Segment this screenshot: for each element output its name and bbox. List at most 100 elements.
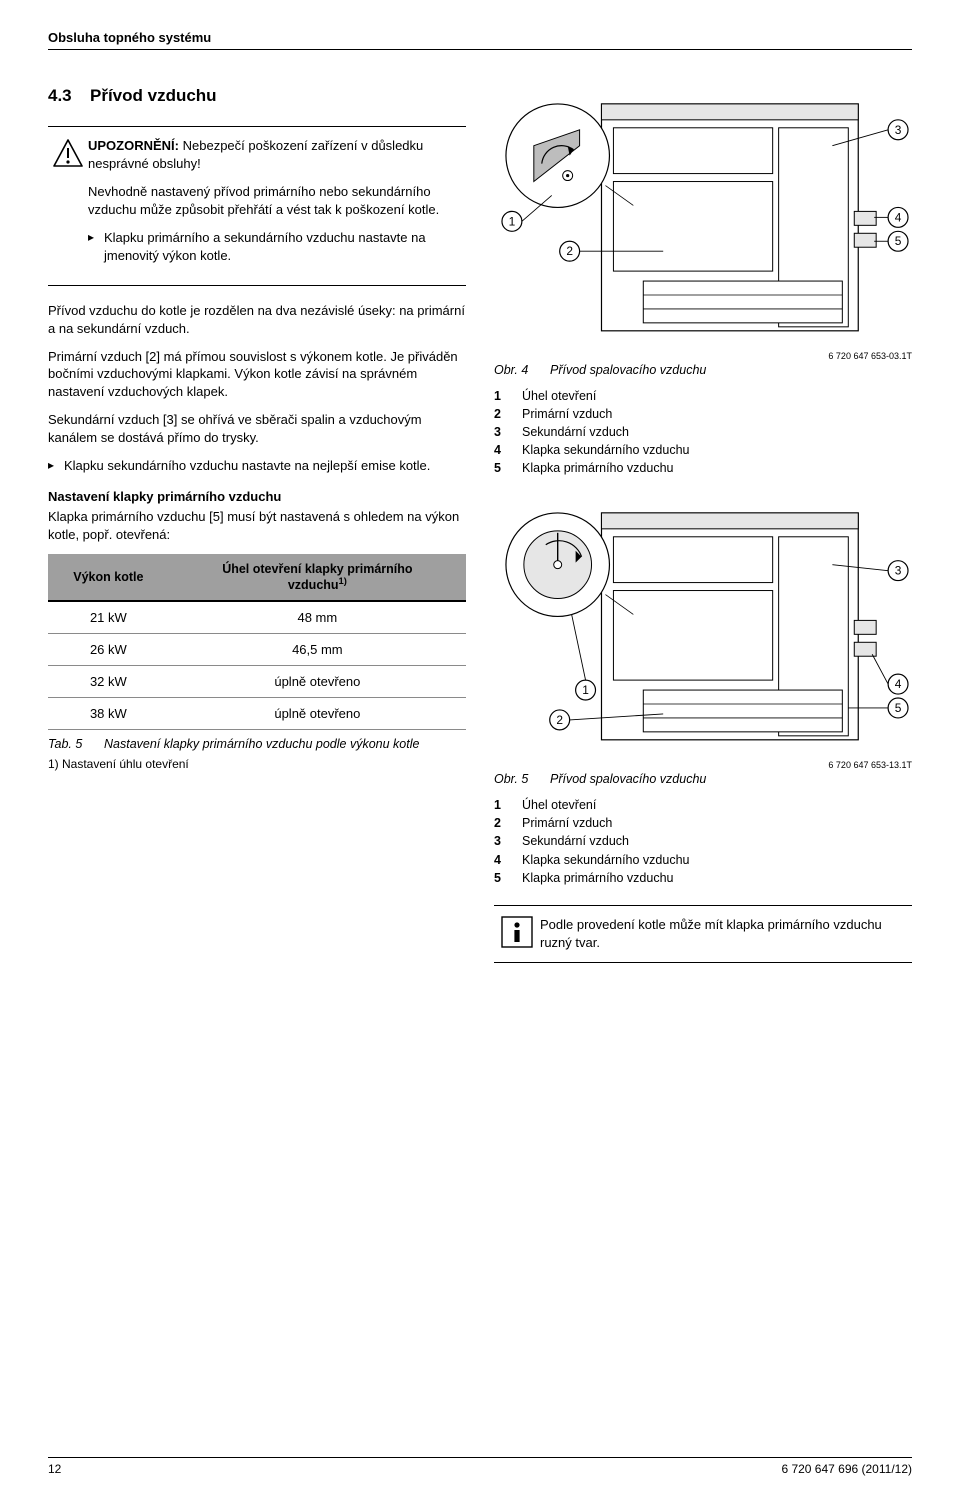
page-section-header: Obsluha topného systému (48, 30, 912, 50)
info-icon (494, 916, 540, 952)
figure-4-caption-text: Přívod spalovacího vzduchu (550, 363, 706, 377)
table-footnote: 1) Nastavení úhlu otevření (48, 757, 466, 771)
table-header-opening-line2: vzduchu (288, 578, 339, 592)
legend-row: 5Klapka primárního vzduchu (494, 869, 912, 887)
callout-3: 3 (895, 123, 902, 137)
warning-body: Nevhodně nastavený přívod primárního neb… (88, 183, 466, 219)
table-caption-label: Tab. 5 (48, 736, 104, 753)
doc-number: 6 720 647 696 (2011/12) (781, 1462, 912, 1476)
callout-2: 2 (556, 713, 563, 727)
cell-opening: úplně otevřeno (169, 666, 466, 698)
cell-power: 26 kW (48, 634, 169, 666)
callout-1: 1 (509, 214, 516, 228)
table-caption: Tab. 5 Nastavení klapky primárního vzduc… (48, 736, 466, 753)
figure-4-code: 6 720 647 653-03.1T (494, 351, 912, 361)
callout-4: 4 (895, 210, 902, 224)
legend-text: Klapka primárního vzduchu (522, 869, 673, 887)
sub-heading: Nastavení klapky primárního vzduchu (48, 489, 466, 504)
bullet-list: Klapku sekundárního vzduchu nastavte na … (48, 457, 466, 475)
table-caption-text: Nastavení klapky primárního vzduchu podl… (104, 736, 419, 753)
figure-4-label: Obr. 4 (494, 363, 550, 377)
legend-row: 3Sekundární vzduch (494, 832, 912, 850)
figure-5-legend: 1Úhel otevření 2Primární vzduch 3Sekundá… (494, 796, 912, 887)
cell-power: 38 kW (48, 698, 169, 730)
paragraph-4: Klapka primárního vzduchu [5] musí být n… (48, 508, 466, 544)
warning-title: UPOZORNĚNÍ: (88, 138, 179, 153)
callout-3: 3 (895, 564, 902, 578)
left-column: 4.3Přívod vzduchu UPOZORNĚNÍ: Nebezpečí … (48, 86, 466, 963)
legend-row: 2Primární vzduch (494, 405, 912, 423)
legend-num: 4 (494, 441, 522, 459)
warning-bullet-list: Klapku primárního a sekundárního vzduchu… (88, 229, 466, 265)
flap-settings-table: Výkon kotle Úhel otevření klapky primárn… (48, 554, 466, 730)
figure-5: 1 2 3 4 5 (494, 495, 912, 754)
table-row: 38 kW úplně otevřeno (48, 698, 466, 730)
cell-opening: úplně otevřeno (169, 698, 466, 730)
bullet-secondary-flap: Klapku sekundárního vzduchu nastavte na … (48, 457, 466, 475)
legend-num: 1 (494, 387, 522, 405)
figure-5-caption: Obr. 5 Přívod spalovacího vzduchu (494, 772, 912, 786)
legend-text: Sekundární vzduch (522, 423, 629, 441)
figure-5-label: Obr. 5 (494, 772, 550, 786)
legend-text: Primární vzduch (522, 405, 612, 423)
section-title: Přívod vzduchu (90, 86, 217, 105)
figure-5-caption-text: Přívod spalovacího vzduchu (550, 772, 706, 786)
callout-1: 1 (582, 683, 589, 697)
table-header-opening-line1: Úhel otevření klapky primárního (222, 562, 412, 576)
warning-lead: UPOZORNĚNÍ: Nebezpečí poškození zařízení… (88, 137, 466, 173)
legend-row: 4Klapka sekundárního vzduchu (494, 441, 912, 459)
legend-row: 4Klapka sekundárního vzduchu (494, 851, 912, 869)
table-row: 32 kW úplně otevřeno (48, 666, 466, 698)
callout-5: 5 (895, 701, 902, 715)
paragraph-2: Primární vzduch [2] má přímou souvislost… (48, 348, 466, 402)
right-column: 1 2 3 4 5 (494, 86, 912, 963)
figure-4-legend: 1Úhel otevření 2Primární vzduch 3Sekundá… (494, 387, 912, 478)
legend-num: 2 (494, 814, 522, 832)
section-number: 4.3 (48, 86, 90, 106)
info-box: Podle provedení kotle může mít klapka pr… (494, 905, 912, 963)
legend-row: 1Úhel otevření (494, 387, 912, 405)
legend-num: 5 (494, 869, 522, 887)
legend-text: Klapka sekundárního vzduchu (522, 441, 689, 459)
cell-power: 21 kW (48, 601, 169, 634)
callout-5: 5 (895, 234, 902, 248)
legend-text: Klapka sekundárního vzduchu (522, 851, 689, 869)
legend-row: 3Sekundární vzduch (494, 423, 912, 441)
legend-text: Klapka primárního vzduchu (522, 459, 673, 477)
warning-bullet: Klapku primárního a sekundárního vzduchu… (88, 229, 466, 265)
legend-text: Úhel otevření (522, 387, 596, 405)
legend-text: Úhel otevření (522, 796, 596, 814)
paragraph-1: Přívod vzduchu do kotle je rozdělen na d… (48, 302, 466, 338)
warning-icon (48, 137, 88, 275)
cell-opening: 48 mm (169, 601, 466, 634)
table-row: 21 kW 48 mm (48, 601, 466, 634)
legend-row: 1Úhel otevření (494, 796, 912, 814)
legend-num: 5 (494, 459, 522, 477)
table-header-power: Výkon kotle (48, 554, 169, 601)
legend-text: Primární vzduch (522, 814, 612, 832)
legend-row: 5Klapka primárního vzduchu (494, 459, 912, 477)
figure-4-caption: Obr. 4 Přívod spalovacího vzduchu (494, 363, 912, 377)
legend-num: 2 (494, 405, 522, 423)
callout-4: 4 (895, 677, 902, 691)
cell-power: 32 kW (48, 666, 169, 698)
legend-num: 3 (494, 423, 522, 441)
callout-2: 2 (566, 244, 573, 258)
info-text: Podle provedení kotle může mít klapka pr… (540, 916, 912, 952)
section-heading: 4.3Přívod vzduchu (48, 86, 466, 106)
legend-num: 1 (494, 796, 522, 814)
table-header-sup: 1) (339, 576, 347, 586)
legend-row: 2Primární vzduch (494, 814, 912, 832)
table-row: 26 kW 46,5 mm (48, 634, 466, 666)
legend-num: 4 (494, 851, 522, 869)
figure-5-code: 6 720 647 653-13.1T (494, 760, 912, 770)
page-number: 12 (48, 1462, 61, 1476)
cell-opening: 46,5 mm (169, 634, 466, 666)
warning-box: UPOZORNĚNÍ: Nebezpečí poškození zařízení… (48, 126, 466, 286)
figure-4: 1 2 3 4 5 (494, 86, 912, 345)
legend-text: Sekundární vzduch (522, 832, 629, 850)
table-header-opening: Úhel otevření klapky primárního vzduchu1… (169, 554, 466, 601)
page-footer: 12 6 720 647 696 (2011/12) (48, 1457, 912, 1476)
paragraph-3: Sekundární vzduch [3] se ohřívá ve sběra… (48, 411, 466, 447)
legend-num: 3 (494, 832, 522, 850)
